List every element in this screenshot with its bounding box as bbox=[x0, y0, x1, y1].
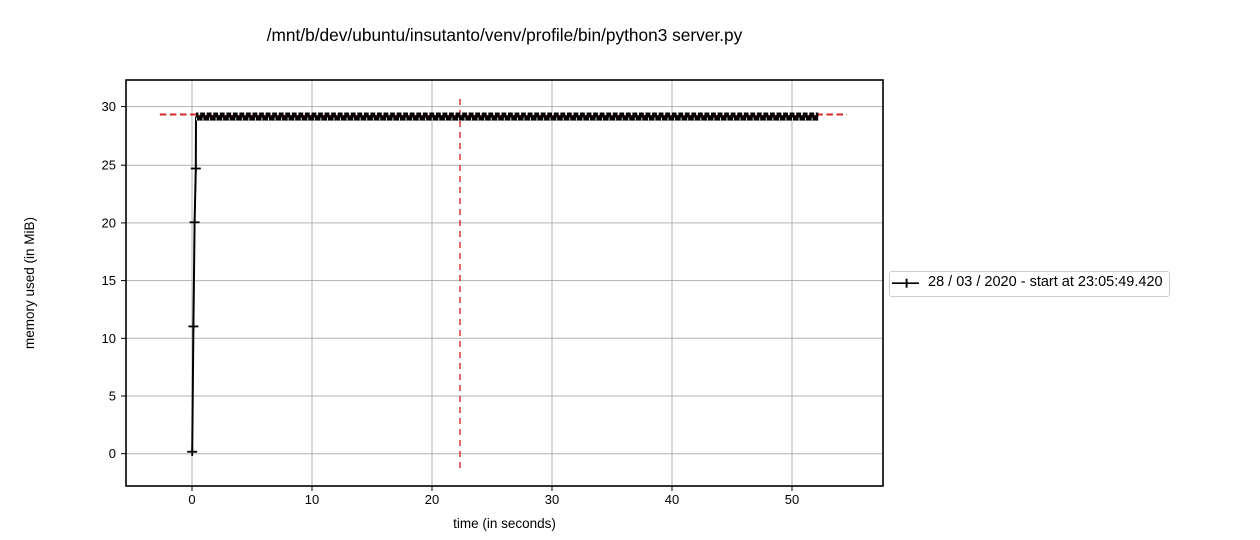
svg-text:5: 5 bbox=[109, 389, 116, 404]
svg-text:20: 20 bbox=[425, 492, 439, 507]
svg-text:10: 10 bbox=[305, 492, 319, 507]
svg-text:50: 50 bbox=[785, 492, 799, 507]
svg-text:20: 20 bbox=[102, 215, 116, 230]
svg-text:0: 0 bbox=[188, 492, 195, 507]
svg-text:25: 25 bbox=[102, 158, 116, 173]
svg-text:15: 15 bbox=[102, 273, 116, 288]
svg-text:30: 30 bbox=[102, 99, 116, 114]
svg-text:40: 40 bbox=[665, 492, 679, 507]
svg-text:10: 10 bbox=[102, 331, 116, 346]
svg-text:30: 30 bbox=[545, 492, 559, 507]
svg-text:time (in seconds): time (in seconds) bbox=[453, 516, 556, 531]
svg-text:memory used (in MiB): memory used (in MiB) bbox=[22, 217, 37, 349]
svg-text:0: 0 bbox=[109, 446, 116, 461]
